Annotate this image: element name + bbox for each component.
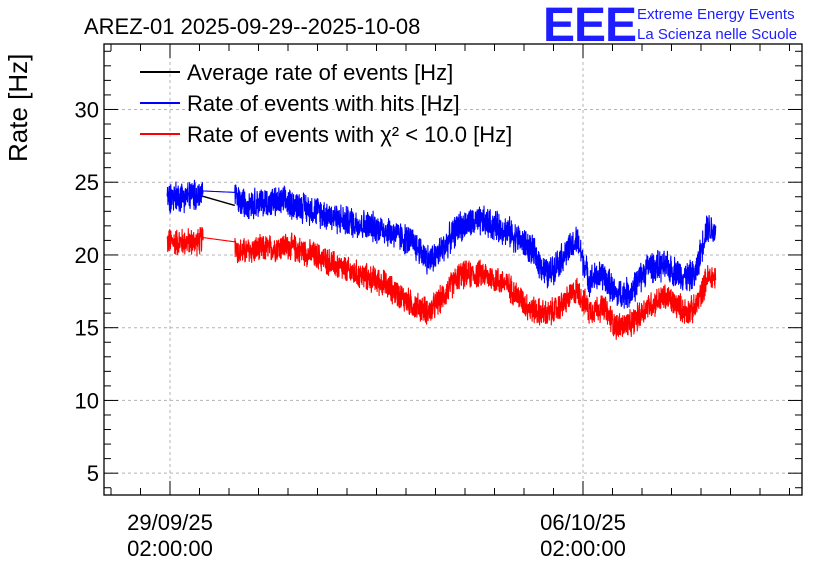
- y-tick-label: 30: [75, 97, 99, 122]
- y-axis-label: Rate [Hz]: [3, 54, 33, 162]
- legend-label-chi2: Rate of events with χ² < 10.0 [Hz]: [187, 122, 512, 147]
- y-tick-label: 10: [75, 388, 99, 413]
- axis-ticks: 5101520253029/09/2502:00:0006/10/2502:00…: [75, 44, 802, 561]
- x-tick-label-time: 02:00:00: [540, 536, 626, 561]
- series-layer: [166, 179, 717, 340]
- plot-frame: [103, 43, 803, 496]
- x-tick-label-time: 02:00:00: [127, 536, 213, 561]
- x-tick-label-date: 29/09/25: [127, 510, 213, 535]
- series-line-2: [166, 226, 717, 340]
- y-tick-label: 25: [75, 170, 99, 195]
- eee-logo: EEE Extreme Energy Events La Scienza nel…: [543, 0, 797, 52]
- grid-lines: [104, 44, 802, 495]
- brand-line-2: La Scienza nelle Scuole: [637, 26, 797, 43]
- brand-line-1: Extreme Energy Events: [637, 6, 795, 23]
- legend-label-hits: Rate of events with hits [Hz]: [187, 91, 460, 116]
- y-tick-label: 5: [87, 461, 99, 486]
- y-tick-label: 20: [75, 243, 99, 268]
- series-line-1: [166, 179, 717, 309]
- y-tick-label: 15: [75, 316, 99, 341]
- legend: Average rate of events [Hz] Rate of even…: [140, 60, 512, 147]
- chart-title: AREZ-01 2025-09-29--2025-10-08: [84, 14, 420, 39]
- eee-logo-mark: EEE: [543, 0, 636, 52]
- x-tick-label-date: 06/10/25: [540, 510, 626, 535]
- legend-label-average: Average rate of events [Hz]: [187, 60, 453, 85]
